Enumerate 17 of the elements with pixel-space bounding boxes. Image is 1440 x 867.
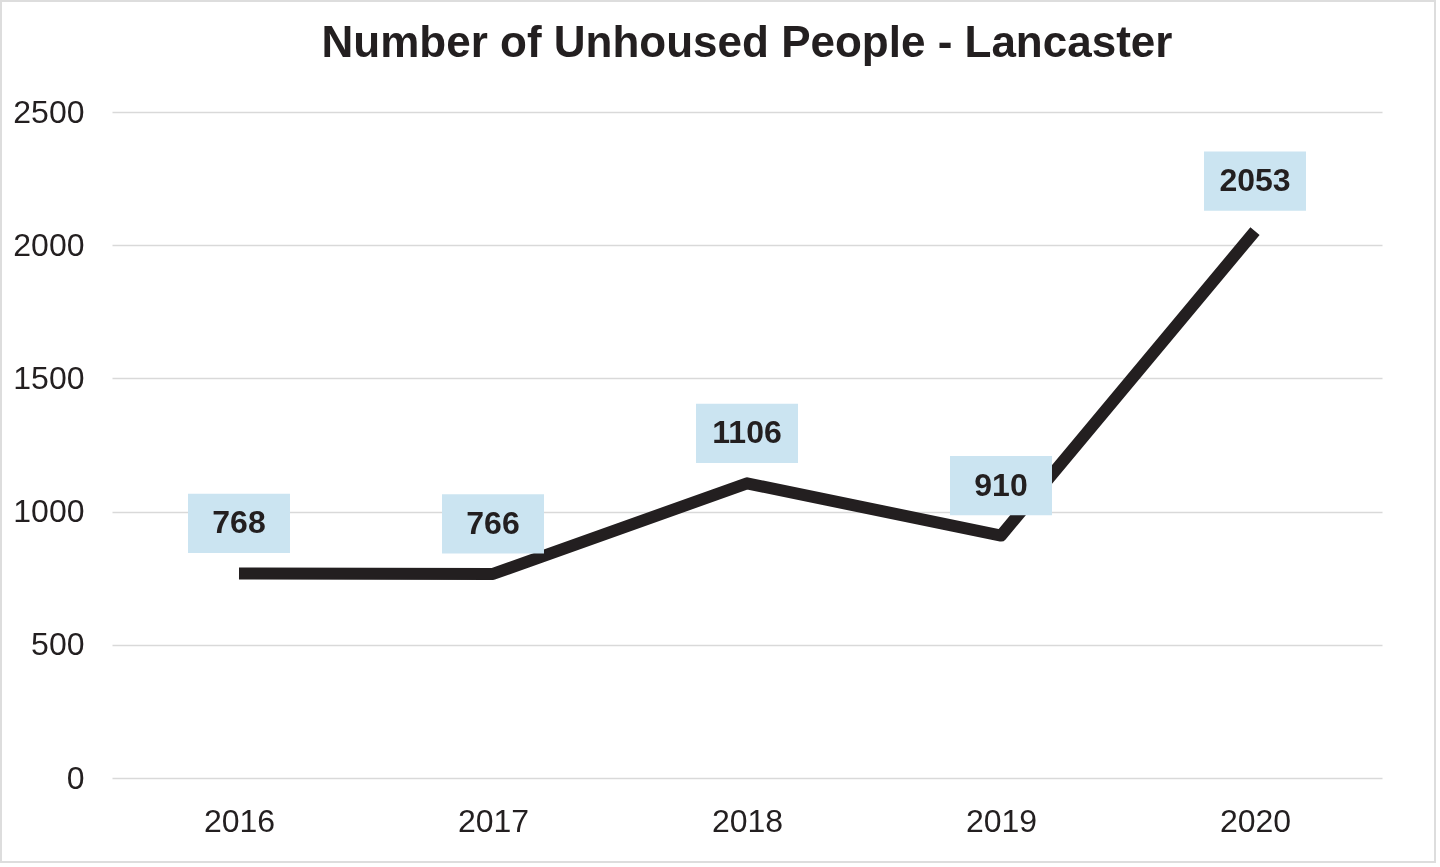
y-tick-label: 0: [66, 759, 85, 796]
data-label: 1106: [712, 414, 782, 451]
x-tick-label: 2019: [965, 802, 1038, 839]
data-label: 766: [466, 504, 520, 541]
y-tick-label: 500: [31, 626, 85, 663]
x-tick-label: 2016: [203, 802, 276, 839]
chart-title: Number of Unhoused People - Lancaster: [321, 17, 1173, 66]
x-tick-label: 2017: [457, 802, 530, 839]
x-tick-label: 2020: [1219, 802, 1292, 839]
data-label: 768: [212, 504, 266, 541]
y-tick-label: 1000: [13, 493, 85, 530]
data-label: 2053: [1219, 162, 1291, 199]
data-label: 910: [974, 466, 1028, 503]
y-tick-label: 1500: [13, 359, 85, 396]
y-tick-label: 2500: [13, 93, 85, 130]
x-tick-label: 2018: [711, 802, 784, 839]
y-tick-label: 2000: [13, 226, 85, 263]
